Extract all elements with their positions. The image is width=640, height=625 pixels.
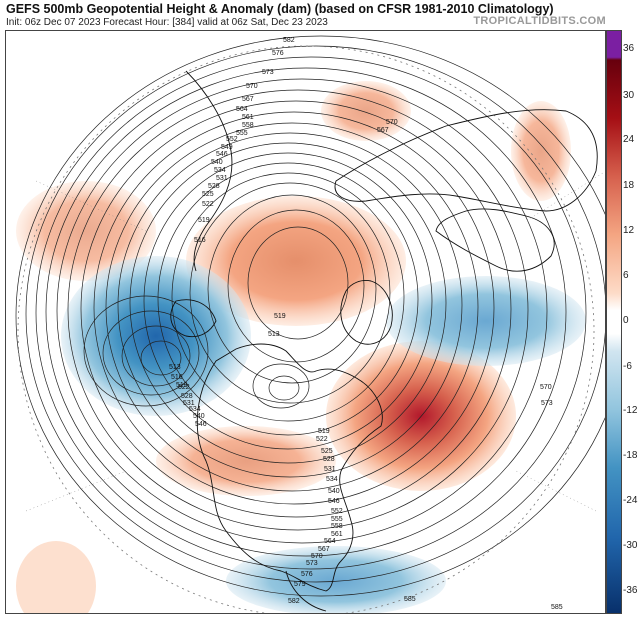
anomaly-colorbar xyxy=(606,30,622,614)
contour-label: 531 xyxy=(324,466,336,473)
contour-label: 585 xyxy=(404,596,416,603)
colorbar-label: 36 xyxy=(623,43,635,54)
contour-label: 531 xyxy=(183,400,195,407)
contour-label: 540 xyxy=(211,159,223,166)
contour-label: 570 xyxy=(540,384,552,391)
contour-label: 585 xyxy=(551,604,563,611)
contour-label: 573 xyxy=(306,560,318,567)
contour-label: 579 xyxy=(294,581,306,588)
colorbar-label: -12 xyxy=(623,405,638,416)
contour-label: 546 xyxy=(216,151,228,158)
contour-label: 534 xyxy=(214,167,226,174)
contour-label: 555 xyxy=(236,130,248,137)
brand-watermark: TROPICALTIDBITS.COM xyxy=(473,15,606,27)
contour-label: 519 xyxy=(198,217,210,224)
contour-label: 519 xyxy=(274,313,286,320)
anomaly-neg-nepacific xyxy=(61,256,251,416)
contour-label: 570 xyxy=(386,119,398,126)
anomaly-pos-asia xyxy=(511,101,571,201)
contour-label: 516 xyxy=(194,237,206,244)
contour-label: 567 xyxy=(377,127,389,134)
anomaly-pos-arctic xyxy=(186,196,406,326)
contour-label: 582 xyxy=(283,37,295,44)
graticule xyxy=(25,171,605,512)
colorbar-label: 18 xyxy=(623,180,635,191)
anomaly-pos-centralna xyxy=(156,426,336,496)
anomaly-pos-southwest xyxy=(16,541,96,613)
colorbar-label: -30 xyxy=(623,540,638,551)
anomaly-neg-atlantic xyxy=(386,276,586,366)
contour-label: 531 xyxy=(216,175,228,182)
colorbar-label: 24 xyxy=(623,134,635,145)
contour-label: 522 xyxy=(178,384,190,391)
contour-label: 576 xyxy=(272,50,284,57)
colorbar-label: -24 xyxy=(623,495,638,506)
anomaly-pos-europe xyxy=(321,81,411,141)
contour-label: 552 xyxy=(226,136,238,143)
contour-label: 534 xyxy=(326,476,338,483)
colorbar-label: 12 xyxy=(623,225,635,236)
anomaly-fields xyxy=(16,81,586,613)
hemisphere-circle xyxy=(17,45,595,613)
contour-label: 519 xyxy=(176,382,188,389)
contour-labels: 582 576 573 570 567 564 561 558 555 552 … xyxy=(169,37,563,611)
contour-label: 564 xyxy=(324,538,336,545)
contour-label: 558 xyxy=(242,122,254,129)
contour-label: 570 xyxy=(246,83,258,90)
anomaly-pos-nwpacific xyxy=(16,181,156,281)
contour-label: 549 xyxy=(221,144,233,151)
contour-label: 546 xyxy=(195,421,207,428)
chart-title: GEFS 500mb Geopotential Height & Anomaly… xyxy=(6,2,554,16)
chart-subtitle: Init: 06z Dec 07 2023 Forecast Hour: [38… xyxy=(6,17,328,28)
colorbar-label: 6 xyxy=(623,270,629,281)
contour-label: 522 xyxy=(316,436,328,443)
contour-label: 528 xyxy=(181,393,193,400)
colorbar-label: 30 xyxy=(623,90,635,101)
height-contours xyxy=(15,35,605,597)
contour-label: 561 xyxy=(331,531,343,538)
contour-label: 558 xyxy=(331,523,343,530)
contour-label: 561 xyxy=(242,114,254,121)
contour-label: 573 xyxy=(541,400,553,407)
coastlines xyxy=(170,70,598,612)
contour-label: 522 xyxy=(202,201,214,208)
map-panel: 582 576 573 570 567 564 561 558 555 552 … xyxy=(5,30,606,614)
contour-label: 513 xyxy=(268,331,280,338)
colorbar-label: 0 xyxy=(623,315,629,326)
contour-label: 540 xyxy=(193,413,205,420)
map-svg: 582 576 573 570 567 564 561 558 555 552 … xyxy=(15,35,605,613)
contour-label: 528 xyxy=(208,183,220,190)
contour-label: 546 xyxy=(328,498,340,505)
contour-label: 525 xyxy=(202,191,214,198)
contour-label: 516 xyxy=(171,374,183,381)
contour-label: 582 xyxy=(288,598,300,605)
contour-label: 552 xyxy=(331,508,343,515)
contour-label: 525 xyxy=(321,448,333,455)
contour-label: 570 xyxy=(311,553,323,560)
contour-label: 534 xyxy=(189,406,201,413)
contour-label: 528 xyxy=(323,456,335,463)
colorbar-label: -36 xyxy=(623,585,638,596)
contour-label: 564 xyxy=(236,106,248,113)
contour-label: 573 xyxy=(262,69,274,76)
contour-label: 567 xyxy=(318,546,330,553)
anomaly-neg-gulf xyxy=(226,546,446,613)
contour-label: 513 xyxy=(169,364,181,371)
contour-label: 519 xyxy=(318,428,330,435)
contour-label: 567 xyxy=(242,96,254,103)
contour-label: 540 xyxy=(328,488,340,495)
contour-label: 576 xyxy=(301,571,313,578)
colorbar-label: -6 xyxy=(623,361,632,372)
contour-label: 555 xyxy=(331,516,343,523)
colorbar-label: -18 xyxy=(623,450,638,461)
